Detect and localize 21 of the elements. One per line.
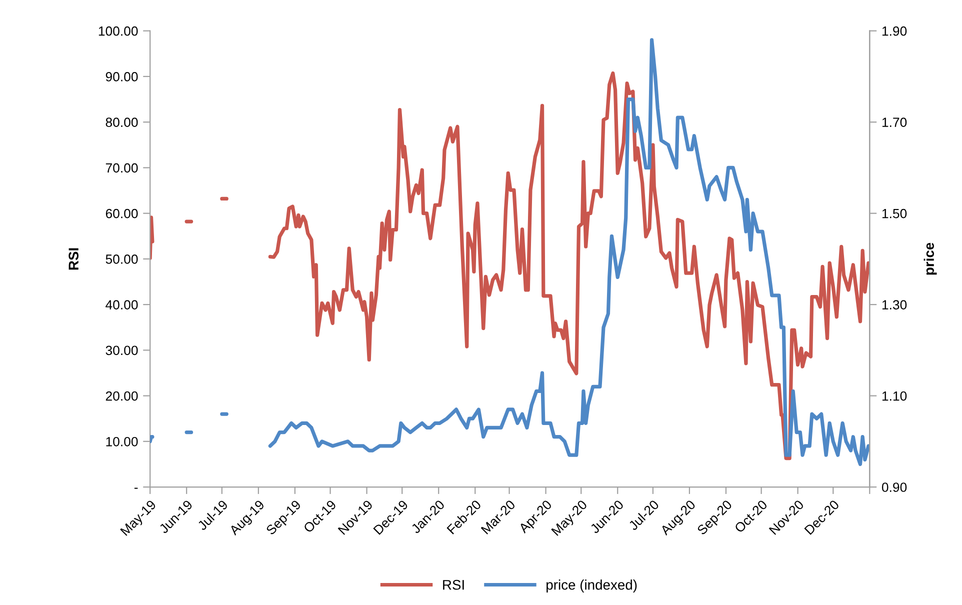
y-tick-label: 20.00 xyxy=(106,391,138,401)
y-tick-label: 50.00 xyxy=(106,254,138,264)
y2-tick-label: 1.70 xyxy=(882,118,907,127)
y2-tick-label: 1.90 xyxy=(882,26,907,36)
y2-tick-label: 1.10 xyxy=(882,391,907,401)
y-tick-label: 90.00 xyxy=(106,72,138,82)
y2-tick-label: 0.90 xyxy=(882,482,907,492)
y-tick-label: 40.00 xyxy=(106,300,138,310)
y-axis-title: RSI xyxy=(68,248,78,270)
y-tick-label: 30.00 xyxy=(106,346,138,356)
y2-axis-title: price xyxy=(924,242,937,275)
y-tick-label: 70.00 xyxy=(106,163,138,173)
legend-label: price (indexed) xyxy=(546,580,637,592)
y-tick-label: 10.00 xyxy=(106,436,138,446)
y-tick-label: - xyxy=(134,488,138,489)
y-tick-label: 60.00 xyxy=(106,208,138,218)
y2-tick-label: 1.50 xyxy=(882,208,907,218)
y-tick-label: 100.00 xyxy=(98,26,138,36)
legend-label: RSI xyxy=(443,580,464,590)
y2-tick-label: 1.30 xyxy=(882,300,907,310)
y-tick-label: 80.00 xyxy=(106,118,138,127)
